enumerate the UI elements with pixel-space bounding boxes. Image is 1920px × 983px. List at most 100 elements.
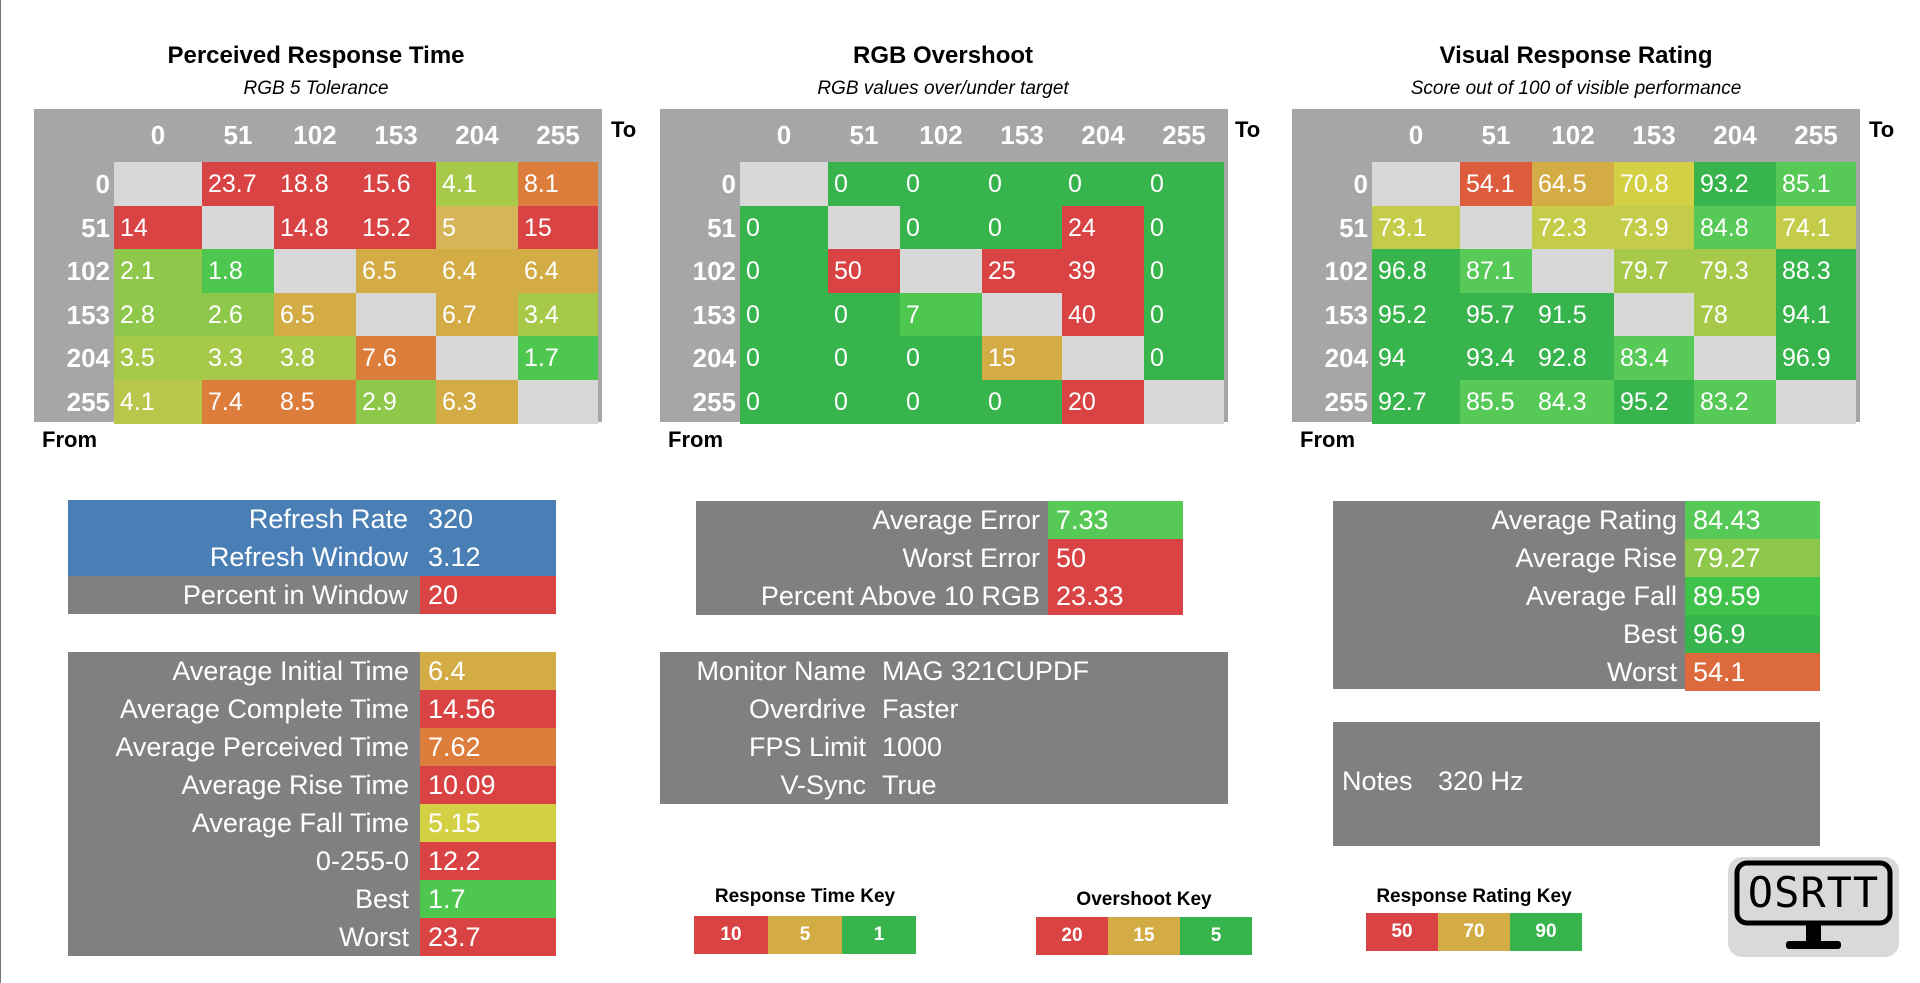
panel-row-background: [68, 538, 420, 576]
heatmap-cell: 1.7: [518, 336, 598, 380]
panel-label: Refresh Rate: [248, 504, 408, 534]
heatmap-cell: 0: [900, 336, 982, 380]
heatmap-cell: 87.1: [1460, 249, 1532, 293]
column-header: 102: [1551, 120, 1595, 150]
key-cell: 5: [1180, 917, 1252, 955]
row-header: 204: [692, 343, 736, 373]
diagonal-cell: [1776, 379, 1856, 424]
row-header: 153: [692, 299, 736, 330]
diagonal-cell: [202, 205, 274, 250]
heatmap-cell: 0: [828, 336, 900, 380]
heatmap-cell: 24: [1062, 205, 1144, 250]
row-header: 255: [66, 386, 110, 417]
heatmap-cell: 20: [1062, 379, 1144, 424]
heatmap-cell: 0: [900, 379, 982, 424]
key-title: Overshoot Key: [1076, 889, 1212, 910]
panel-label: Worst: [338, 922, 409, 952]
column-header: 153: [1000, 120, 1044, 150]
heatmap-title: RGB Overshoot: [852, 42, 1034, 69]
heatmap-cell: 78: [1694, 292, 1776, 337]
row-header: 153: [1324, 299, 1368, 330]
column-header: 0: [1408, 120, 1424, 150]
axis-to-label: To: [611, 117, 637, 142]
panel-label: Average Rise Time: [181, 770, 409, 800]
axis-to-label: To: [1869, 117, 1895, 142]
heatmap-cell: 73.1: [1372, 205, 1460, 250]
panel-label: Average Fall: [1525, 581, 1677, 611]
heatmap-cell: 5: [436, 205, 518, 250]
column-header: 102: [919, 120, 963, 150]
heatmap-cell: 0: [828, 162, 900, 206]
panel-row-background: [68, 500, 420, 538]
column-header: 255: [536, 120, 580, 150]
heatmap-subtitle: RGB values over/under target: [817, 78, 1069, 99]
axis-from-label: From: [1300, 427, 1355, 452]
panel-label: Average Rating: [1491, 505, 1677, 535]
heatmap-cell: 0: [982, 162, 1062, 206]
panel-value: 3.12: [420, 538, 556, 576]
heatmap-cell: 95.2: [1614, 379, 1694, 424]
panel-value: 96.9: [1685, 615, 1820, 653]
heatmap-cell: 94.1: [1776, 292, 1856, 337]
heatmap-cell: 96.9: [1776, 336, 1856, 380]
key-cell: 15: [1108, 917, 1180, 955]
heatmap-cell: 15.6: [356, 162, 436, 206]
heatmap-cell: 0: [828, 292, 900, 337]
osrtt-logo-text: OSRTT: [1747, 868, 1880, 917]
osrtt-logo: OSRTT: [1728, 857, 1899, 957]
panel-value: 1.7: [420, 880, 556, 918]
diagonal-cell: [900, 249, 982, 293]
heatmap-cell: 0: [1144, 162, 1224, 206]
panel-value: 84.43: [1685, 501, 1820, 539]
heatmap-cell: 0: [1144, 292, 1224, 337]
heatmap-cell: 50: [828, 249, 900, 293]
heatmap-cell: 88.3: [1776, 249, 1856, 293]
row-header: 0: [95, 169, 110, 199]
refresh-panel: Refresh Rate 320 Refresh Window 3.12 Percent…: [68, 500, 556, 614]
heatmap-cell: 15.2: [356, 205, 436, 250]
heatmap-cell: 4.1: [436, 162, 518, 206]
diagonal-cell: [356, 292, 436, 337]
panel-label: Average Initial Time: [172, 656, 409, 686]
heatmap-cell: 95.2: [1372, 292, 1460, 337]
heatmap-cell: 94: [1372, 336, 1460, 380]
heatmap-subtitle: RGB 5 Tolerance: [243, 78, 389, 99]
heatmap-cell: 15: [518, 205, 598, 250]
heatmap-cell: 6.7: [436, 292, 518, 337]
panel-label: Overdrive: [748, 694, 866, 724]
panel-label: Worst: [1606, 657, 1677, 687]
panel-label: Best: [1622, 619, 1677, 649]
column-header: 255: [1794, 120, 1838, 150]
panel-label: Average Fall Time: [191, 808, 409, 838]
panel-value: 23.33: [1048, 577, 1183, 615]
row-header: 102: [66, 256, 110, 286]
panel-value: 12.2: [420, 842, 556, 880]
response-time-heatmap: 0 51 102 153 204 255 0 23.7 18.8 15.6 4.1 8.1 51 14 14…: [34, 109, 602, 424]
diagonal-cell: [1144, 379, 1224, 424]
panel-value: 10.09: [420, 766, 556, 804]
heatmap-cell: 3.8: [274, 336, 356, 380]
rating-summary-panel: Average Rating 84.43 Average Rise 79.27 Aver…: [1333, 501, 1820, 691]
heatmap-cell: 0: [740, 205, 828, 250]
heatmap-cell: 0: [740, 292, 828, 337]
row-header: 255: [692, 386, 736, 417]
column-header: 204: [1713, 120, 1757, 150]
row-header: 204: [66, 343, 110, 373]
heatmap-cell: 84.3: [1532, 379, 1614, 424]
heatmap-cell: 3.3: [202, 336, 274, 380]
panel-label: Refresh Window: [209, 542, 408, 572]
key-cell: 50: [1366, 913, 1438, 951]
heatmap-cell: 96.8: [1372, 249, 1460, 293]
panel-value: 1000: [882, 732, 943, 762]
panel-value: 7.62: [420, 728, 556, 766]
column-header: 0: [776, 120, 792, 150]
panel-value: MAG 321CUPDF: [882, 656, 1090, 686]
heatmap-cell: 40: [1062, 292, 1144, 337]
heatmap-cell: 2.8: [114, 292, 202, 337]
row-header: 51: [81, 212, 110, 243]
heatmap-cell: 64.5: [1532, 162, 1614, 206]
panel-value: 89.59: [1685, 577, 1820, 615]
panel-value: 320: [420, 500, 556, 538]
panel-value: 50: [1048, 539, 1183, 577]
heatmap-cell: 0: [740, 249, 828, 293]
